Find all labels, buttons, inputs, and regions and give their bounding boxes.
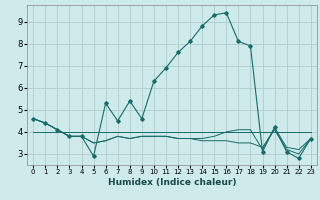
X-axis label: Humidex (Indice chaleur): Humidex (Indice chaleur)	[108, 178, 236, 187]
